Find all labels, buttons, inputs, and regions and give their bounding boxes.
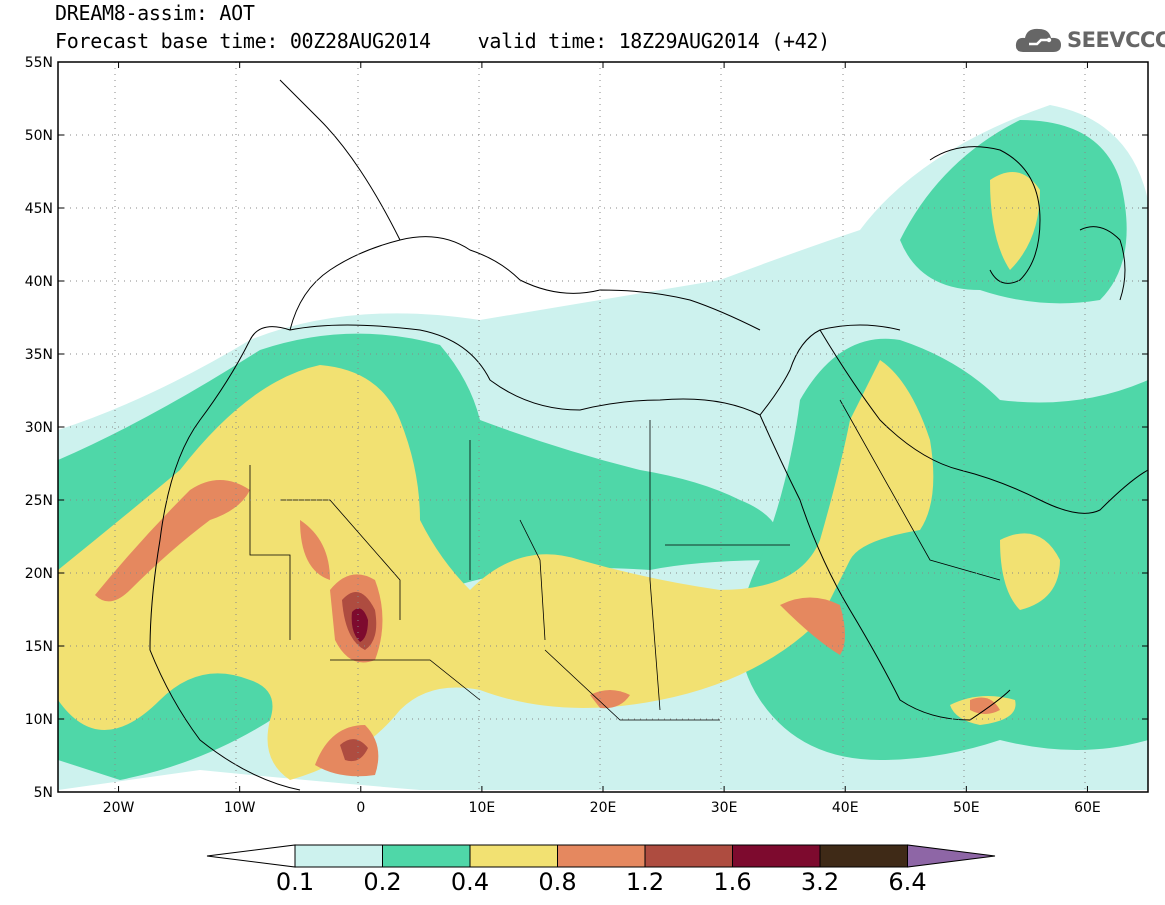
- lon-tick-label: 0: [356, 800, 365, 816]
- colorbar-swatch: [819, 844, 908, 868]
- lon-tick-label: 60E: [1074, 800, 1101, 816]
- lon-tick-label: 10E: [469, 800, 496, 816]
- lat-tick-label: 50N: [25, 128, 53, 144]
- aot-band-0.4-sahara: [58, 360, 934, 780]
- aot-band-0.8-somalia: [970, 697, 1000, 714]
- map-title: DREAM8-assim: AOT: [55, 1, 255, 25]
- colorbar-swatch: [644, 844, 733, 868]
- colorbar-swatch: [294, 844, 383, 868]
- colorbar-label: 1.6: [713, 868, 752, 896]
- aot-band-0.8-ethiopia: [780, 597, 845, 655]
- seevccc-logo: SEEVCCC: [1015, 22, 1165, 58]
- lat-tick-label: 55N: [25, 55, 53, 71]
- colorbar-label: 0.4: [450, 868, 490, 896]
- aot-band-0.8-west: [95, 480, 250, 602]
- cloud-icon: [1015, 28, 1061, 52]
- colorbar-label: 0.1: [275, 868, 315, 896]
- colorbar: [206, 844, 996, 868]
- aot-band-0.2-east: [740, 338, 1148, 760]
- lat-tick-label: 15N: [25, 639, 53, 655]
- aot-band-0.8-sudan: [590, 690, 630, 709]
- aot-band-1.6: [351, 608, 368, 642]
- lat-tick-label: 25N: [25, 493, 53, 509]
- aot-field: [58, 105, 1148, 790]
- colorbar-label: 3.2: [800, 868, 840, 896]
- colorbar-swatch: [382, 844, 471, 868]
- lat-tick-label: 40N: [25, 274, 53, 290]
- lon-tick-label: 30E: [711, 800, 738, 816]
- colorbar-label: 0.8: [538, 868, 577, 896]
- coastlines: [149, 79, 1148, 791]
- colorbar-label: 1.2: [625, 868, 665, 896]
- axis-ticks: 20W 10W 0 10E 20E 30E 40E 50E 60E 5N 10N 15N 20N 25N 3…: [25, 55, 1148, 816]
- lat-tick-label: 45N: [25, 201, 53, 217]
- country-borders: [249, 399, 1001, 721]
- aot-band-1.2-ghana: [340, 739, 368, 762]
- colorbar-max-arrow: [907, 844, 996, 868]
- aot-band-0.4-arabia: [1000, 533, 1060, 610]
- lat-tick-label: 20N: [25, 566, 53, 582]
- colorbar-swatch: [557, 844, 646, 868]
- lon-tick-label: 20E: [590, 800, 617, 816]
- colorbar-swatch: [732, 844, 821, 868]
- lat-tick-label: 5N: [34, 785, 53, 801]
- lon-tick-label: 40E: [832, 800, 859, 816]
- colorbar-label: 0.2: [363, 868, 402, 896]
- lon-tick-label: 10W: [224, 800, 256, 816]
- lat-tick-label: 10N: [25, 712, 53, 728]
- aot-band-0.4-caspian: [990, 172, 1040, 270]
- colorbar-min-arrow: [206, 844, 296, 868]
- lon-tick-label: 20W: [103, 800, 135, 816]
- aot-band-0.8-mali: [300, 520, 330, 580]
- forecast-time-line: Forecast base time: 00Z28AUG2014 valid t…: [55, 29, 830, 53]
- lon-tick-label: 50E: [953, 800, 980, 816]
- colorbar-label: 6.4: [888, 868, 927, 896]
- colorbar-swatch: [469, 844, 558, 868]
- lat-tick-label: 30N: [25, 420, 53, 436]
- logo-text: SEEVCCC: [1067, 28, 1165, 52]
- lat-tick-label: 35N: [25, 347, 53, 363]
